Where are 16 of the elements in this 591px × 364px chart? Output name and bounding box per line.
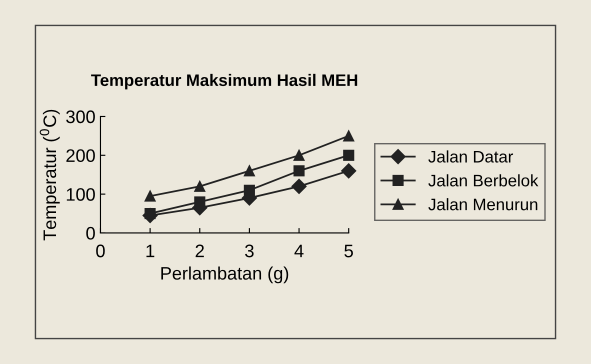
y-tick-label: 0 — [86, 226, 95, 240]
legend-label: Jalan Berbelok — [428, 174, 538, 186]
y-axis-title: Temperatur ($^{0}$C) — [40, 110, 60, 240]
x-tick-label: 4 — [294, 244, 304, 258]
x-tick-label: 2 — [196, 244, 204, 258]
y-tick-label: 100 — [66, 188, 95, 201]
legend-label: Jalan Datar — [428, 150, 514, 163]
legend-label: Jalan Menurun — [428, 198, 538, 210]
chart-title: Temperatur Maksimum Hasil MEH — [91, 74, 358, 90]
x-tick-label: 3 — [245, 244, 254, 258]
y-tick-label: 300 — [66, 110, 95, 124]
x-tick-label: 1 — [146, 244, 154, 258]
x-tick-label: 0 — [96, 244, 105, 258]
y-tick-label: 200 — [66, 149, 95, 162]
x-tick-label: 5 — [344, 244, 353, 258]
x-axis-title: Perlambatan (g) — [161, 266, 288, 284]
